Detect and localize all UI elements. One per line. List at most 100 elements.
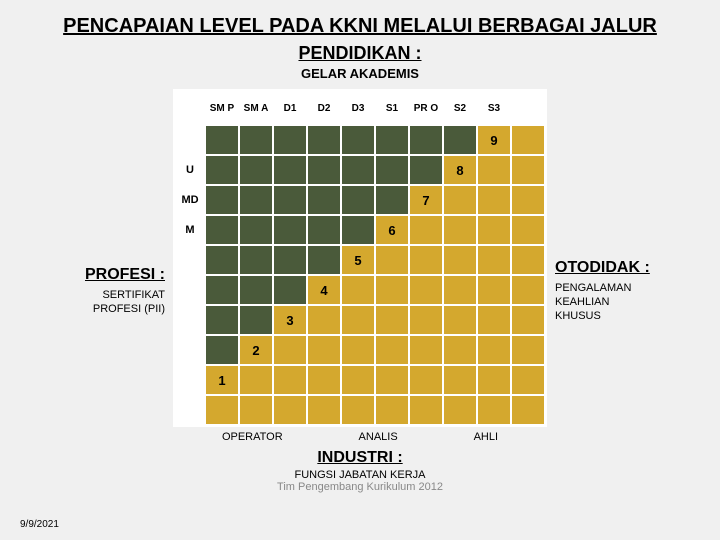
- row-header: [176, 126, 204, 154]
- grid-cell: [308, 336, 340, 364]
- grid-cell: [444, 366, 476, 394]
- grid-cell: [240, 306, 272, 334]
- label-ahli: AHLI: [474, 431, 498, 443]
- right-sub: PENGALAMAN KEAHLIAN KHUSUS: [555, 281, 650, 324]
- left-sub: SERTIFIKAT PROFESI (PII): [70, 288, 165, 317]
- top-sub: GELAR AKADEMIS: [20, 66, 700, 81]
- grid-cell: [376, 366, 408, 394]
- grid-cell: [512, 156, 544, 184]
- grid-cell: [308, 186, 340, 214]
- grid-cell: [206, 216, 238, 244]
- grid-cell: 2: [240, 336, 272, 364]
- grid-cell: [308, 306, 340, 334]
- grid-cell: [478, 396, 510, 424]
- right-heading: OTODIDAK :: [555, 259, 650, 277]
- grid-cell: [410, 216, 442, 244]
- grid-cell: [478, 276, 510, 304]
- grid-cell: [274, 156, 306, 184]
- grid-cell: [240, 216, 272, 244]
- grid-cell: 9: [478, 126, 510, 154]
- grid-cell: [410, 276, 442, 304]
- col-header: D2: [308, 92, 340, 124]
- grid-cell: [274, 366, 306, 394]
- col-header: S2: [444, 92, 476, 124]
- grid-cell: [512, 276, 544, 304]
- grid-cell: [410, 336, 442, 364]
- grid-cell: [240, 156, 272, 184]
- grid-cell: 5: [342, 246, 374, 274]
- grid-cell: [240, 366, 272, 394]
- grid-cell: [410, 246, 442, 274]
- grid-cell: [478, 366, 510, 394]
- grid-cell: [478, 156, 510, 184]
- grid-cell: [274, 126, 306, 154]
- grid-wrap: SM PSM AD1D2D3S1PR OS2S39U8MD7M654321 OP…: [173, 89, 547, 493]
- row-header: U: [176, 156, 204, 184]
- col-header: S3: [478, 92, 510, 124]
- col-header: S1: [376, 92, 408, 124]
- col-header: SM A: [240, 92, 272, 124]
- bottom-sub: FUNGSI JABATAN KERJA Tim Pengembang Kuri…: [277, 469, 443, 493]
- grid-cell: [512, 306, 544, 334]
- grid-cell: [444, 306, 476, 334]
- grid-cell: [240, 126, 272, 154]
- col-header: SM P: [206, 92, 238, 124]
- main-title: PENCAPAIAN LEVEL PADA KKNI MELALUI BERBA…: [20, 15, 700, 38]
- grid-cell: [342, 366, 374, 394]
- row-header: [176, 246, 204, 274]
- grid-cell: [206, 306, 238, 334]
- grid-cell: [376, 336, 408, 364]
- row-header: M: [176, 216, 204, 244]
- top-heading: PENDIDIKAN :: [20, 43, 700, 64]
- grid-cell: [342, 336, 374, 364]
- grid-cell: [478, 246, 510, 274]
- grid-cell: [274, 336, 306, 364]
- grid-cell: [342, 156, 374, 184]
- grid-cell: [206, 246, 238, 274]
- grid-cell: [342, 276, 374, 304]
- grid-cell: [342, 126, 374, 154]
- grid-cell: [240, 246, 272, 274]
- grid-cell: [444, 396, 476, 424]
- grid-cell: 1: [206, 366, 238, 394]
- grid-cell: [444, 216, 476, 244]
- grid-cell: [274, 186, 306, 214]
- grid-cell: [240, 276, 272, 304]
- label-operator: OPERATOR: [222, 431, 283, 443]
- left-heading: PROFESI :: [70, 266, 165, 284]
- grid-cell: [512, 396, 544, 424]
- grid-cell: 8: [444, 156, 476, 184]
- grid-cell: [410, 306, 442, 334]
- grid-cell: [308, 246, 340, 274]
- col-header: [512, 92, 544, 124]
- grid-cell: [308, 396, 340, 424]
- grid-cell: [240, 396, 272, 424]
- grid-cell: 3: [274, 306, 306, 334]
- grid-cell: 4: [308, 276, 340, 304]
- grid-cell: [512, 366, 544, 394]
- grid-cell: [308, 366, 340, 394]
- grid-cell: [512, 246, 544, 274]
- grid-cell: [478, 336, 510, 364]
- bottom-heading: INDUSTRI :: [317, 449, 402, 467]
- label-analis: ANALIS: [359, 431, 398, 443]
- grid-cell: [376, 126, 408, 154]
- grid-cell: [478, 216, 510, 244]
- grid-cell: [512, 336, 544, 364]
- grid-cell: [240, 186, 272, 214]
- grid-cell: [206, 336, 238, 364]
- grid-cell: [376, 306, 408, 334]
- row-header: [176, 276, 204, 304]
- grid-cell: [206, 186, 238, 214]
- grid-cell: [410, 366, 442, 394]
- grid-cell: [444, 186, 476, 214]
- bottom-labels: OPERATOR ANALIS AHLI: [184, 431, 536, 443]
- col-header: D1: [274, 92, 306, 124]
- row-header: [176, 366, 204, 394]
- grid-cell: [308, 156, 340, 184]
- grid-cell: [274, 216, 306, 244]
- grid-cell: [274, 396, 306, 424]
- grid-cell: [206, 126, 238, 154]
- grid-cell: [478, 306, 510, 334]
- grid-cell: [342, 306, 374, 334]
